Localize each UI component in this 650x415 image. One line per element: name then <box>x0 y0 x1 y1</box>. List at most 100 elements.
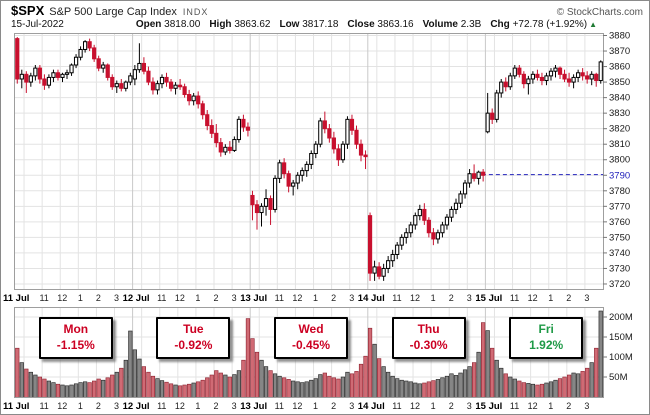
svg-text:14 Jul: 14 Jul <box>358 293 385 304</box>
svg-text:3740: 3740 <box>609 248 630 259</box>
svg-text:3: 3 <box>349 401 354 411</box>
volume-field: Volume 2.3B <box>422 19 482 30</box>
index-title: S&P 500 Large Cap Index <box>49 6 177 18</box>
svg-text:3830: 3830 <box>609 108 630 119</box>
svg-text:11: 11 <box>275 293 284 303</box>
chart-header: $SPX S&P 500 Large Cap Index INDX © Stoc… <box>11 3 643 30</box>
svg-text:3: 3 <box>467 401 472 411</box>
svg-text:3760: 3760 <box>609 217 630 228</box>
svg-text:2: 2 <box>449 401 454 411</box>
svg-text:1: 1 <box>78 401 83 411</box>
svg-text:3: 3 <box>349 293 354 303</box>
svg-text:12: 12 <box>292 401 302 411</box>
svg-text:11: 11 <box>39 293 48 303</box>
svg-text:11: 11 <box>392 401 401 411</box>
svg-text:2: 2 <box>331 293 336 303</box>
svg-text:100M: 100M <box>609 352 633 363</box>
svg-text:2: 2 <box>331 401 336 411</box>
svg-text:3730: 3730 <box>609 263 630 274</box>
svg-text:2: 2 <box>214 401 219 411</box>
quote-row: 15-Jul-2022 Open 3818.00 High 3863.62 Lo… <box>11 19 643 30</box>
svg-text:3790: 3790 <box>609 170 630 181</box>
svg-text:12: 12 <box>175 401 185 411</box>
day-summary-box-tue: Tue -0.92% <box>156 317 231 359</box>
svg-text:1: 1 <box>548 401 553 411</box>
svg-text:2: 2 <box>566 401 571 411</box>
svg-text:3780: 3780 <box>609 186 630 197</box>
day-summary-box-mon: Mon -1.15% <box>38 317 113 359</box>
svg-text:13 Jul: 13 Jul <box>240 293 267 304</box>
svg-text:1: 1 <box>548 293 553 303</box>
svg-text:3880: 3880 <box>609 31 630 42</box>
svg-text:15 Jul: 15 Jul <box>475 293 502 304</box>
svg-text:200M: 200M <box>609 312 633 323</box>
day-change-percent: -1.15% <box>56 338 95 352</box>
svg-text:11: 11 <box>39 401 48 411</box>
open-field: Open 3818.00 <box>135 19 201 30</box>
day-label: Thu <box>417 322 440 336</box>
copyright-label: © StockCharts.com <box>556 7 643 18</box>
day-change-percent: -0.30% <box>409 338 448 352</box>
svg-text:11 Jul: 11 Jul <box>3 293 29 304</box>
svg-text:12: 12 <box>528 401 538 411</box>
svg-text:12: 12 <box>57 293 67 303</box>
svg-text:11: 11 <box>392 293 401 303</box>
svg-text:3870: 3870 <box>609 46 630 57</box>
svg-text:13 Jul: 13 Jul <box>240 401 267 412</box>
exchange-label: INDX <box>182 7 209 17</box>
svg-text:11: 11 <box>157 401 166 411</box>
svg-text:3: 3 <box>584 401 589 411</box>
svg-text:3: 3 <box>114 293 119 303</box>
day-summary-box-thu: Thu -0.30% <box>391 317 466 359</box>
svg-text:3820: 3820 <box>609 124 630 135</box>
svg-text:3720: 3720 <box>609 279 630 290</box>
svg-text:3: 3 <box>114 401 119 411</box>
svg-text:12 Jul: 12 Jul <box>123 293 150 304</box>
svg-text:3770: 3770 <box>609 201 630 212</box>
svg-text:3810: 3810 <box>609 139 630 150</box>
svg-text:50M: 50M <box>609 372 628 383</box>
close-field: Close 3863.16 <box>347 19 414 30</box>
svg-text:1: 1 <box>313 401 318 411</box>
svg-text:11: 11 <box>157 293 166 303</box>
svg-text:3: 3 <box>467 293 472 303</box>
svg-text:11 Jul: 11 Jul <box>3 401 29 412</box>
day-label: Wed <box>298 322 324 336</box>
high-field: High 3863.62 <box>209 19 271 30</box>
svg-text:1: 1 <box>195 401 200 411</box>
svg-text:3: 3 <box>232 293 237 303</box>
svg-text:3860: 3860 <box>609 62 630 73</box>
svg-text:12: 12 <box>410 401 420 411</box>
svg-text:12: 12 <box>292 293 302 303</box>
day-summary-box-fri: Fri 1.92% <box>509 317 584 359</box>
ticker-symbol: $SPX <box>11 3 45 18</box>
svg-text:2: 2 <box>566 293 571 303</box>
svg-text:1: 1 <box>431 401 436 411</box>
svg-text:2: 2 <box>449 293 454 303</box>
svg-text:3: 3 <box>584 293 589 303</box>
up-triangle-icon: ▲ <box>589 20 597 29</box>
change-field: Chg +72.78 (+1.92%) <box>490 19 588 30</box>
svg-text:3840: 3840 <box>609 93 630 104</box>
day-label: Tue <box>183 322 204 336</box>
svg-text:2: 2 <box>96 293 101 303</box>
svg-text:12: 12 <box>57 401 67 411</box>
svg-text:12: 12 <box>410 293 420 303</box>
day-change-percent: -0.92% <box>174 338 213 352</box>
svg-text:3750: 3750 <box>609 232 630 243</box>
svg-text:12: 12 <box>175 293 185 303</box>
svg-text:3: 3 <box>232 401 237 411</box>
quote-date: 15-Jul-2022 <box>11 19 64 30</box>
svg-text:1: 1 <box>195 293 200 303</box>
low-field: Low 3817.18 <box>279 19 339 30</box>
day-change-percent: -0.45% <box>291 338 331 352</box>
svg-text:1: 1 <box>431 293 436 303</box>
svg-text:3800: 3800 <box>609 155 630 166</box>
svg-text:2: 2 <box>214 293 219 303</box>
svg-text:1: 1 <box>78 293 83 303</box>
svg-text:2: 2 <box>96 401 101 411</box>
svg-text:11: 11 <box>510 293 519 303</box>
day-label: Fri <box>538 322 554 336</box>
svg-text:1: 1 <box>313 293 318 303</box>
